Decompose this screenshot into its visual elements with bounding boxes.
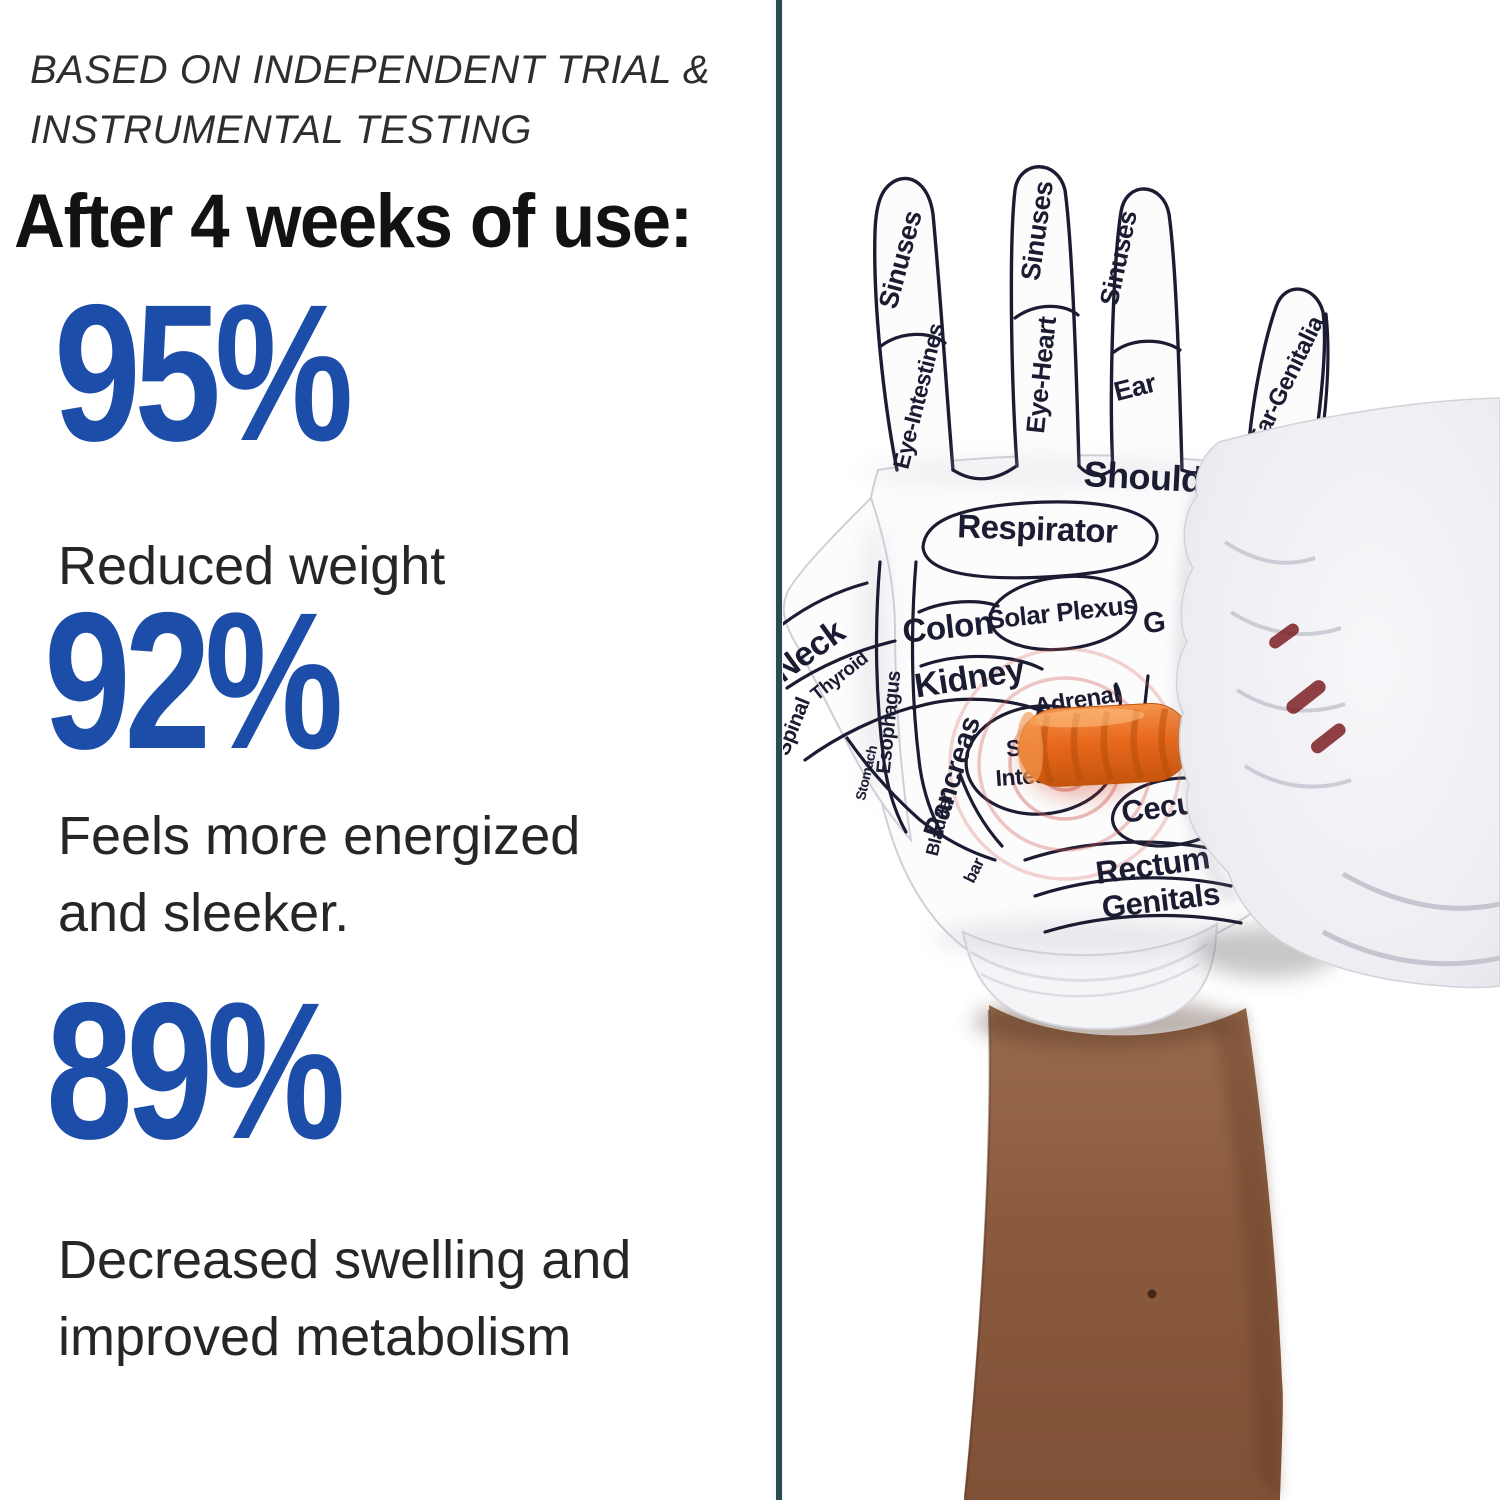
vertical-divider: [776, 0, 782, 1500]
glove-label-respirator: Respirator: [957, 507, 1119, 550]
skin-mole: [1147, 1289, 1157, 1299]
stat-description-3: Decreased swelling and improved metaboli…: [58, 1230, 632, 1367]
disclaimer-line2: INSTRUMENTAL TESTING: [30, 108, 532, 152]
glove-label-spinal: Spinal: [783, 694, 815, 758]
stat-value-1: 95%: [54, 264, 353, 482]
disclaimer-text: BASED ON INDEPENDENT TRIAL & INSTRUMENTA…: [30, 40, 770, 160]
stat-value-3: 89%: [46, 962, 345, 1180]
disclaimer-line1: BASED ON INDEPENDENT TRIAL &: [30, 48, 711, 92]
stat-description-2: Feels more energized and sleeker.: [58, 806, 581, 943]
stat-value-2: 92%: [44, 572, 343, 790]
product-photo: Sinuses Eye-Intestines Sinuses Eye-Heart…: [783, 0, 1500, 1500]
stats-panel: BASED ON INDEPENDENT TRIAL & INSTRUMENTA…: [14, 40, 770, 1367]
glove-label-gall-partial: G: [1142, 606, 1167, 640]
red-print-glimpse: [1269, 623, 1346, 754]
forearm: [963, 998, 1283, 1500]
index-finger: [873, 176, 955, 472]
pressing-hand: [1175, 397, 1500, 989]
page-title: After 4 weeks of use:: [14, 179, 693, 264]
middle-finger: [1009, 165, 1081, 468]
stat-description-1: Reduced weight: [58, 536, 446, 596]
cuff-folds: [1321, 871, 1500, 967]
ring-finger: [1109, 187, 1184, 472]
reflexology-glove-photo: Sinuses Eye-Intestines Sinuses Eye-Heart…: [783, 165, 1500, 1500]
massage-roller-tool: [1016, 702, 1192, 787]
